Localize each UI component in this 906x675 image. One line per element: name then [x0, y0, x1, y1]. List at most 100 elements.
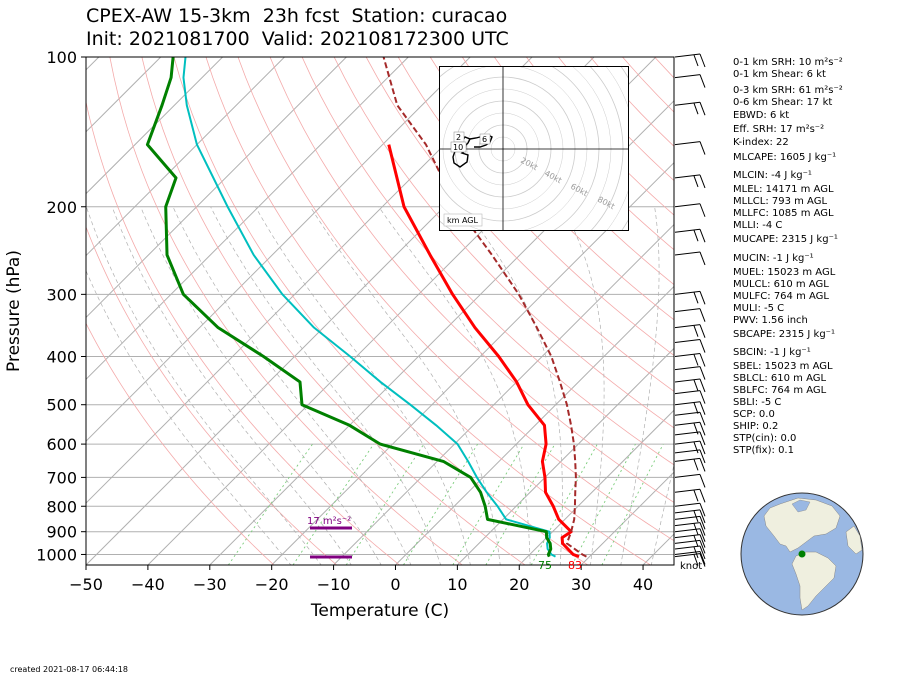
isotherm--120	[86, 57, 162, 133]
isotherm--110	[86, 57, 223, 195]
x-tick-label-40: 40	[633, 575, 653, 594]
x-tick-label-30: 30	[571, 575, 591, 594]
index-row: PWV: 1.56 inch	[733, 315, 808, 327]
index-row: MUEL: 15023 m AGL	[733, 267, 835, 279]
index-row: MLLI: -4 C	[733, 220, 782, 232]
surface-temperature-label: 83	[568, 559, 582, 572]
isotherm--70	[86, 57, 471, 442]
wind-barb	[674, 174, 706, 189]
index-value: 14171 m AGL	[765, 184, 834, 195]
index-row: K-index: 22	[733, 137, 789, 149]
index-value: 764 m AGL	[771, 385, 827, 396]
dry-adiabat-280	[109, 57, 463, 565]
index-row: SBEL: 15023 m AGL	[733, 361, 833, 373]
hodo-ring	[606, 67, 628, 230]
hodograph-inset: 20kt 40kt 60kt 80kt 2 6 10 km AGL	[439, 66, 629, 231]
wind-barb	[674, 401, 706, 415]
dry-adiabat-370	[397, 57, 674, 356]
moist-adiabat-35	[620, 206, 660, 565]
wind-barb	[674, 290, 706, 305]
index-label: MLLCL:	[733, 196, 772, 207]
dry-adiabat-380	[429, 57, 674, 321]
index-row: MUCAPE: 2315 J kg⁻¹	[733, 234, 838, 246]
wind-barb	[674, 366, 706, 380]
mixing-ratio-32	[601, 443, 664, 565]
x-tick-label--50: −50	[69, 575, 103, 594]
x-tick-label-20: 20	[509, 575, 529, 594]
index-value: 1085 m AGL	[772, 208, 834, 219]
x-axis-label: Temperature (C)	[310, 601, 449, 621]
wind-barb	[674, 550, 706, 565]
hodo-height-label-6: 6	[482, 135, 487, 144]
hodo-height-label-10: 10	[453, 143, 463, 152]
index-value: 17 kt	[806, 97, 833, 108]
hodo-ring	[620, 67, 628, 230]
mixing-ratio-24	[571, 443, 636, 565]
index-value: 0.1	[778, 445, 794, 456]
globe-north-america	[763, 497, 841, 553]
isotherm--90	[86, 57, 347, 319]
index-row: SBLFC: 764 m AGL	[733, 385, 826, 397]
index-label: K-index:	[733, 137, 777, 148]
axes: −50 −40 −30 −20 −10 0 10 20 30 40 1000 900 800 700 600…	[36, 48, 653, 594]
index-label: SBLI:	[733, 397, 762, 408]
index-value: 6 kt	[769, 110, 790, 121]
moist-adiabat--5	[140, 206, 382, 565]
temperature-profile-line	[387, 144, 580, 559]
hodo-ring-label-60: 60kt	[569, 182, 589, 198]
wind-barb	[674, 545, 706, 560]
index-label: MLLI:	[733, 220, 763, 231]
wind-barbs	[674, 53, 706, 567]
index-value: 6 kt	[806, 69, 826, 80]
created-timestamp: created 2021-08-17 06:44:18	[10, 665, 128, 674]
index-label: STP(fix):	[733, 445, 779, 456]
dry-adiabat-340	[301, 57, 674, 466]
index-row: 0-1 km Shear: 6 kt	[733, 69, 826, 81]
moist-adiabat-40	[650, 463, 674, 565]
index-label: 0-6 km Shear:	[733, 97, 807, 108]
y-tick-label-400: 400	[46, 348, 77, 367]
index-label: SBCAPE:	[733, 329, 779, 340]
index-value: 15023 m AGL	[764, 361, 833, 372]
index-value: 10 m²s⁻²	[798, 57, 843, 68]
wind-barb	[674, 515, 706, 530]
wind-barb	[674, 324, 706, 338]
index-row: MLLCL: 793 m AGL	[733, 196, 827, 208]
wind-barb	[674, 449, 706, 464]
wind-barb	[674, 308, 706, 322]
moist-adiabat--10	[111, 206, 352, 565]
index-label: MLCAPE:	[733, 152, 780, 163]
index-value: 17 m²s⁻²	[779, 124, 825, 135]
index-label: Eff. SRH:	[733, 124, 780, 135]
index-row: 0-6 km Shear: 17 kt	[733, 97, 832, 109]
moist-adiabat-30	[562, 206, 605, 565]
index-value: 1605 J kg⁻¹	[779, 152, 837, 163]
isotherm--10	[333, 223, 674, 565]
x-tick-label--40: −40	[131, 575, 165, 594]
wind-barb	[674, 141, 706, 155]
index-row: MULI: -5 C	[733, 303, 784, 315]
index-value: 764 m AGL	[773, 291, 829, 302]
index-row: SBLCL: 610 m AGL	[733, 373, 826, 385]
y-tick-label-100: 100	[46, 48, 77, 67]
index-value: -4 J kg⁻¹	[771, 170, 812, 181]
isotherm-10	[457, 347, 674, 565]
index-row: 0-3 km SRH: 61 m²s⁻²	[733, 85, 843, 97]
index-value: -5 C	[761, 397, 782, 408]
index-value: 2315 J kg⁻¹	[781, 234, 838, 245]
index-value: -4 C	[762, 220, 783, 231]
hodo-ring	[590, 67, 624, 230]
moist-adiabat-15	[310, 206, 501, 565]
index-row: Eff. SRH: 17 m²s⁻²	[733, 124, 824, 136]
moist-adiabat--20	[86, 269, 292, 565]
chart-title-line-1: CPEX-AW 15-3km 23h fcst Station: curacao	[86, 5, 508, 27]
index-value: 610 m AGL	[770, 373, 827, 384]
y-axis-label: Pressure (hPa)	[4, 250, 24, 372]
index-row: STP(cin): 0.0	[733, 433, 796, 445]
isotherm--80	[86, 57, 409, 381]
wind-barb	[674, 353, 706, 367]
wind-barb	[674, 431, 706, 446]
index-row: SBCIN: -1 J kg⁻¹	[733, 347, 811, 359]
isotherm-20	[518, 409, 674, 565]
index-row: MULFC: 764 m AGL	[733, 291, 829, 303]
